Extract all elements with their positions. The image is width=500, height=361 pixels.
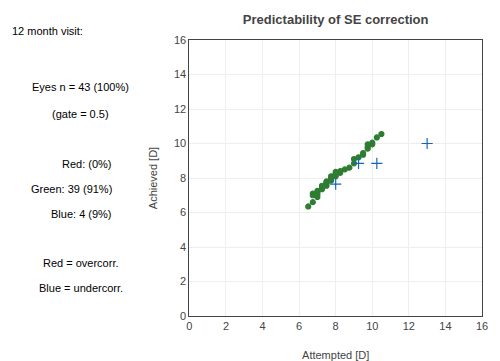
svg-text:Predictability of SE correctio: Predictability of SE correction: [243, 12, 429, 27]
svg-text:Red = overcorr.: Red = overcorr.: [43, 257, 119, 269]
svg-text:16: 16: [174, 34, 186, 46]
svg-text:0: 0: [186, 320, 192, 332]
svg-text:14: 14: [174, 68, 186, 80]
svg-text:10: 10: [174, 137, 186, 149]
svg-text:Eyes n = 43 (100%): Eyes n = 43 (100%): [32, 81, 129, 93]
svg-text:Attempted [D]: Attempted [D]: [302, 349, 369, 361]
svg-text:12 month visit:: 12 month visit:: [12, 25, 83, 37]
svg-text:8: 8: [333, 320, 339, 332]
svg-text:14: 14: [439, 320, 451, 332]
svg-text:(gate = 0.5): (gate = 0.5): [52, 108, 109, 120]
svg-text:Red: (0%): Red: (0%): [62, 158, 112, 170]
svg-text:2: 2: [180, 275, 186, 287]
svg-text:0: 0: [180, 310, 186, 322]
svg-text:Green: 39 (91%): Green: 39 (91%): [31, 183, 112, 195]
svg-text:Achieved [D]: Achieved [D]: [147, 147, 159, 209]
svg-text:12: 12: [174, 103, 186, 115]
svg-text:4: 4: [180, 241, 186, 253]
svg-text:10: 10: [366, 320, 378, 332]
svg-text:4: 4: [259, 320, 265, 332]
svg-text:Blue = undercorr.: Blue = undercorr.: [39, 282, 123, 294]
svg-text:12: 12: [403, 320, 415, 332]
svg-text:6: 6: [180, 206, 186, 218]
svg-text:8: 8: [180, 172, 186, 184]
svg-text:2: 2: [223, 320, 229, 332]
svg-text:16: 16: [476, 320, 488, 332]
svg-text:6: 6: [296, 320, 302, 332]
svg-text:Blue: 4 (9%): Blue: 4 (9%): [51, 208, 112, 220]
